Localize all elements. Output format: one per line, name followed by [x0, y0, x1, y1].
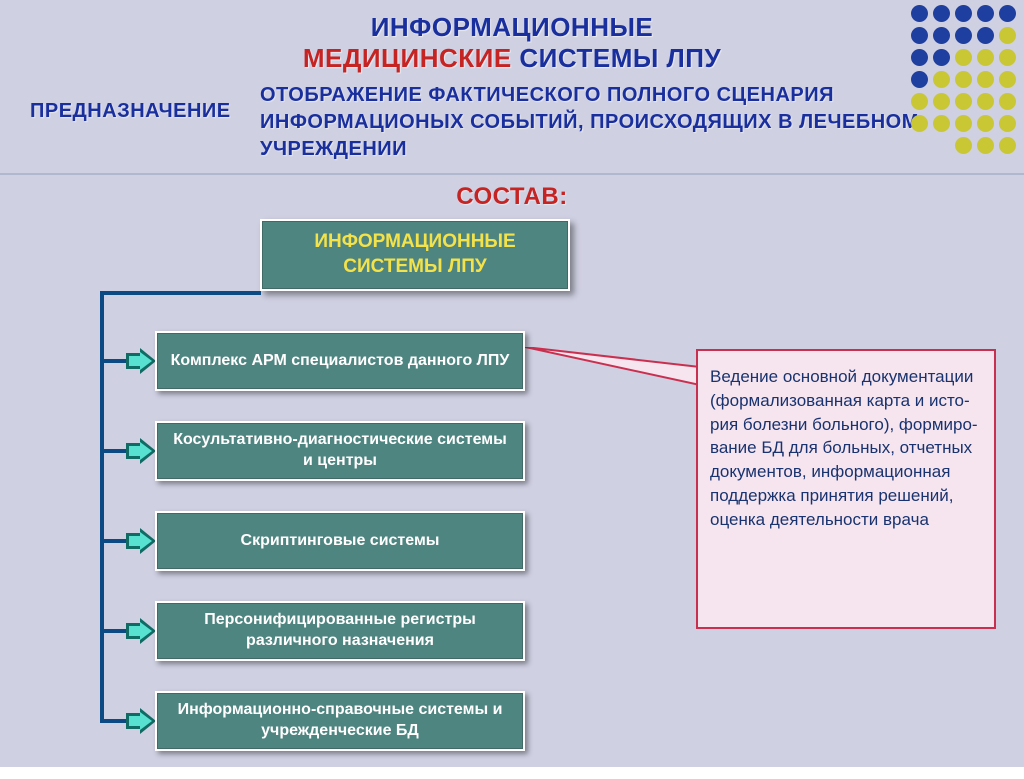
- root-node: ИНФОРМАЦИОННЫЕ СИСТЕМЫ ЛПУ: [260, 219, 570, 291]
- child-node: Комплекс АРМ специалистов данного ЛПУ: [155, 331, 525, 391]
- decorative-dot: [999, 115, 1016, 132]
- decorative-dot: [933, 71, 950, 88]
- purpose-label: ПРЕДНАЗНАЧЕНИЕ: [30, 82, 260, 123]
- decorative-dot: [911, 27, 928, 44]
- decorative-dot: [977, 93, 994, 110]
- decorative-dot: [911, 5, 928, 22]
- decorative-dot-grid: [908, 2, 1018, 156]
- title-word-medical: МЕДИЦИНСКИЕ: [303, 43, 512, 73]
- title-line2: МЕДИЦИНСКИЕ СИСТЕМЫ ЛПУ: [0, 43, 1024, 74]
- decorative-dot: [977, 137, 994, 154]
- arrow-icon: [126, 528, 156, 554]
- decorative-dot: [933, 93, 950, 110]
- purpose-row: ПРЕДНАЗНАЧЕНИЕ ОТОБРАЖЕНИЕ ФАКТИЧЕСКОГО …: [0, 74, 1024, 175]
- connector-top: [100, 291, 261, 295]
- diagram-area: ИНФОРМАЦИОННЫЕ СИСТЕМЫ ЛПУ Ведение основ…: [0, 219, 1024, 779]
- decorative-dot: [911, 49, 928, 66]
- decorative-dot: [955, 27, 972, 44]
- decorative-dot: [955, 137, 972, 154]
- title-word-systems: СИСТЕМЫ ЛПУ: [512, 43, 721, 73]
- decorative-dot: [955, 71, 972, 88]
- decorative-dot: [933, 49, 950, 66]
- decorative-dot: [911, 71, 928, 88]
- decorative-dot: [955, 93, 972, 110]
- arrow-icon: [126, 708, 156, 734]
- purpose-text: ОТОБРАЖЕНИЕ ФАКТИЧЕСКОГО ПОЛНОГО СЦЕНАРИ…: [260, 82, 994, 163]
- decorative-dot: [933, 115, 950, 132]
- composition-label: СОСТАВ:: [0, 183, 1024, 211]
- decorative-dot: [977, 115, 994, 132]
- arrow-icon: [126, 348, 156, 374]
- child-node: Персонифицированные регистры различного …: [155, 601, 525, 661]
- title-line1: ИНФОРМАЦИОННЫЕ: [371, 12, 654, 42]
- arrow-icon: [126, 618, 156, 644]
- decorative-dot: [911, 115, 928, 132]
- decorative-dot: [955, 49, 972, 66]
- decorative-dot: [911, 93, 928, 110]
- connector-branch: [100, 719, 128, 723]
- decorative-dot: [977, 49, 994, 66]
- slide: ИНФОРМАЦИОННЫЕ МЕДИЦИНСКИЕ СИСТЕМЫ ЛПУ П…: [0, 0, 1024, 767]
- callout-box: Ведение основной документации (формализо…: [696, 349, 996, 629]
- decorative-dot: [999, 5, 1016, 22]
- connector-branch: [100, 539, 128, 543]
- callout-pointer: [525, 347, 700, 387]
- child-node: Информационно-справочные системы и учреж…: [155, 691, 525, 751]
- callout-text: Ведение основной документации (формализо…: [710, 367, 978, 529]
- connector-branch: [100, 629, 128, 633]
- decorative-dot: [977, 71, 994, 88]
- decorative-dot: [999, 49, 1016, 66]
- decorative-dot: [999, 137, 1016, 154]
- decorative-dot: [999, 27, 1016, 44]
- connector-trunk: [100, 291, 104, 723]
- slide-title: ИНФОРМАЦИОННЫЕ МЕДИЦИНСКИЕ СИСТЕМЫ ЛПУ: [0, 0, 1024, 74]
- decorative-dot: [999, 93, 1016, 110]
- decorative-dot: [955, 5, 972, 22]
- arrow-icon: [126, 438, 156, 464]
- decorative-dot: [999, 71, 1016, 88]
- connector-branch: [100, 449, 128, 453]
- child-node: Косультативно-диагностические системы и …: [155, 421, 525, 481]
- decorative-dot: [933, 27, 950, 44]
- connector-branch: [100, 359, 128, 363]
- decorative-dot: [977, 27, 994, 44]
- decorative-dot: [955, 115, 972, 132]
- decorative-dot: [933, 5, 950, 22]
- child-node: Скриптинговые системы: [155, 511, 525, 571]
- decorative-dot: [977, 5, 994, 22]
